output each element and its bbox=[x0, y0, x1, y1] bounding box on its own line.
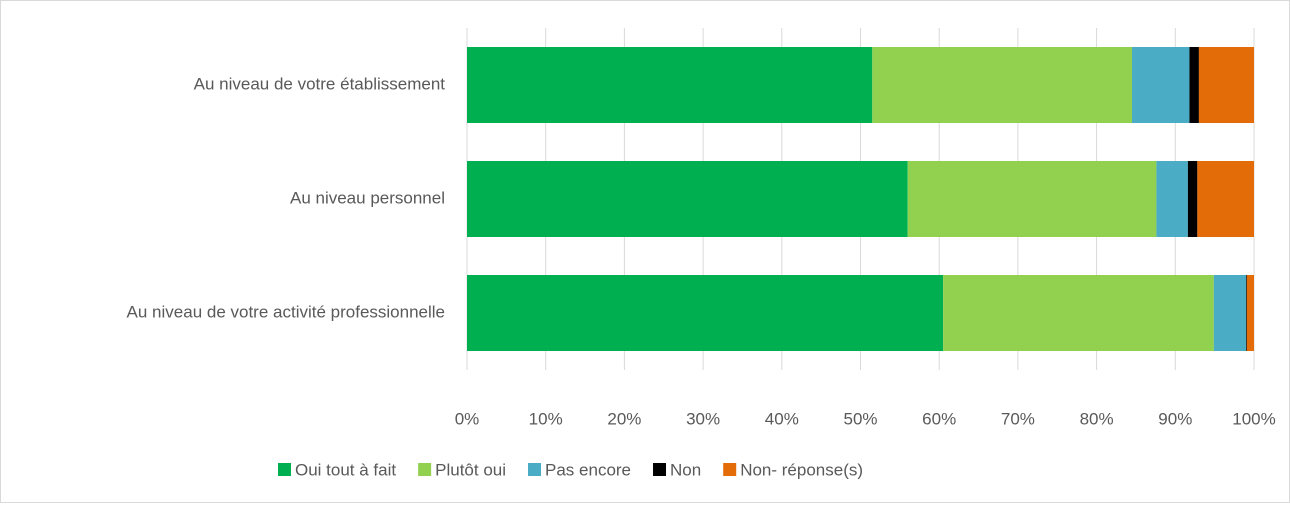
legend-label: Oui tout à fait bbox=[295, 460, 396, 479]
bar-segment bbox=[872, 47, 1133, 123]
bar-segment bbox=[1213, 275, 1247, 351]
x-tick-label: 0% bbox=[455, 409, 480, 428]
y-tick-label: Au niveau personnel bbox=[290, 188, 445, 207]
bar-segment bbox=[1189, 47, 1199, 123]
bar-segment bbox=[1132, 47, 1190, 123]
y-tick-label: Au niveau de votre activité professionne… bbox=[127, 302, 445, 321]
bar-segment bbox=[467, 275, 944, 351]
legend-label: Non- réponse(s) bbox=[740, 460, 863, 479]
bar-segment bbox=[1197, 161, 1254, 237]
bar-segment bbox=[907, 161, 1157, 237]
bar-segment bbox=[1156, 161, 1188, 237]
bar-segment bbox=[1187, 161, 1198, 237]
x-tick-label: 100% bbox=[1232, 409, 1275, 428]
x-tick-label: 20% bbox=[607, 409, 641, 428]
x-tick-label: 80% bbox=[1080, 409, 1114, 428]
legend-swatch bbox=[723, 463, 737, 476]
legend-label: Pas encore bbox=[545, 460, 631, 479]
bar-segment bbox=[943, 275, 1214, 351]
x-tick-label: 30% bbox=[686, 409, 720, 428]
legend-label: Non bbox=[670, 460, 701, 479]
legend-swatch bbox=[418, 463, 432, 476]
x-tick-label: 90% bbox=[1158, 409, 1192, 428]
legend-label: Plutôt oui bbox=[435, 460, 506, 479]
bar-segment bbox=[1246, 275, 1254, 351]
bar-segment bbox=[467, 47, 873, 123]
x-tick-label: 50% bbox=[843, 409, 877, 428]
x-tick-label: 10% bbox=[529, 409, 563, 428]
legend-swatch bbox=[528, 463, 542, 476]
x-tick-label: 40% bbox=[765, 409, 799, 428]
x-tick-label: 60% bbox=[922, 409, 956, 428]
x-tick-label: 70% bbox=[1001, 409, 1035, 428]
bar-segment bbox=[1198, 47, 1254, 123]
bar-segment bbox=[1246, 275, 1247, 351]
bar-segment bbox=[467, 161, 908, 237]
y-tick-label: Au niveau de votre établissement bbox=[194, 74, 446, 93]
legend-swatch bbox=[278, 463, 291, 476]
legend-swatch bbox=[653, 463, 667, 476]
